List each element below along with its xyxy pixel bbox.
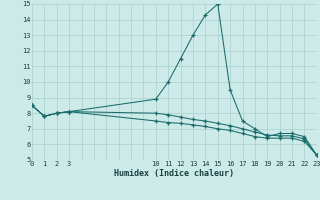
- X-axis label: Humidex (Indice chaleur): Humidex (Indice chaleur): [115, 169, 234, 178]
